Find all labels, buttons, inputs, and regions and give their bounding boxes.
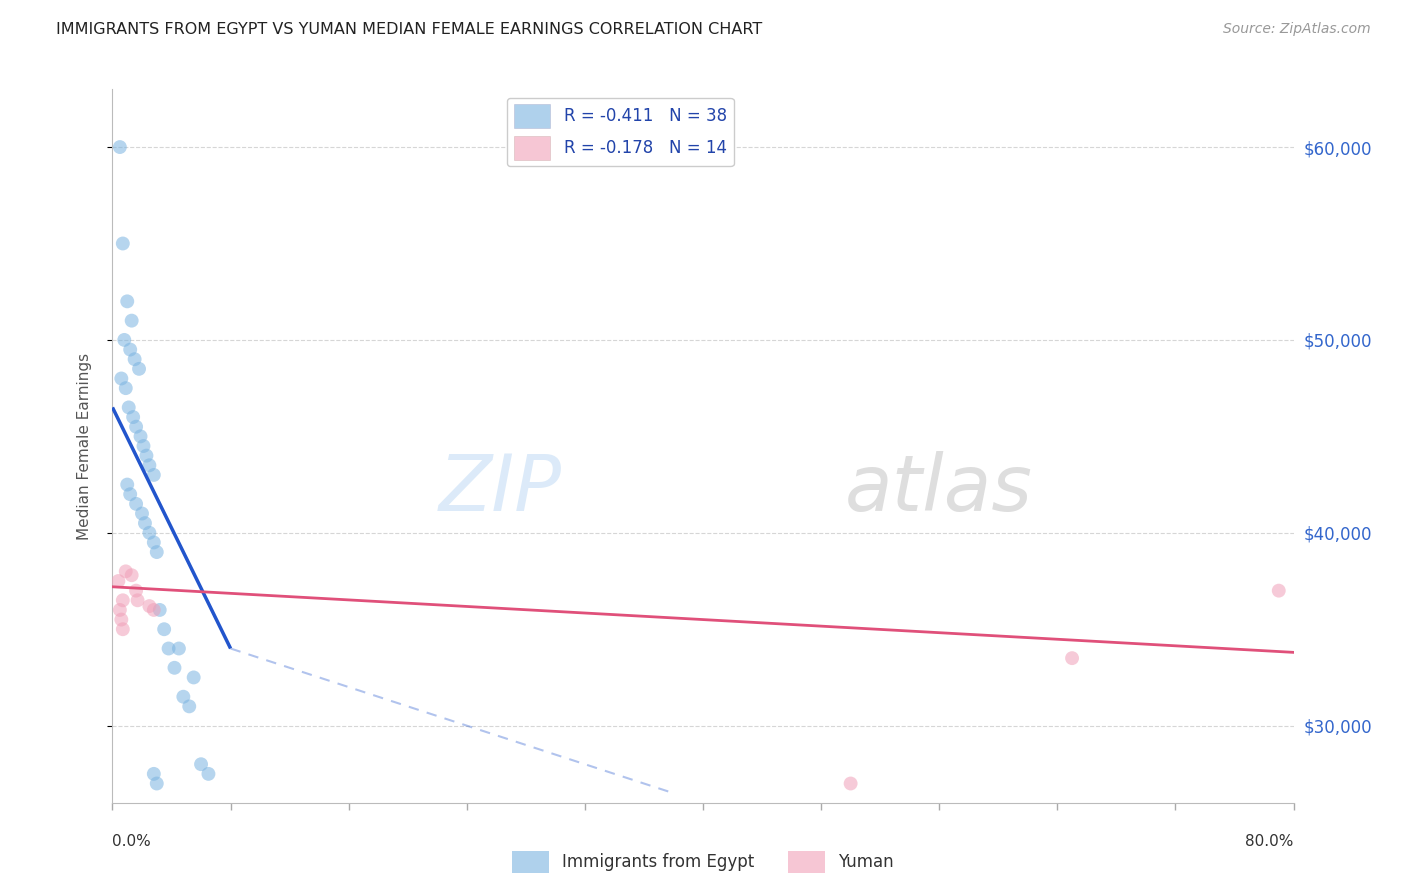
Point (183, 670, 205, 684)
Point (110, 371, 132, 385)
Point (135, 449, 157, 463)
Point (179, 699, 201, 714)
Point (839, 776, 862, 790)
Point (124, 352, 146, 367)
Point (111, 593, 134, 607)
Point (190, 757, 212, 772)
Legend: Immigrants from Egypt, Yuman: Immigrants from Egypt, Yuman (506, 845, 900, 880)
Point (127, 593, 149, 607)
Point (117, 477, 138, 491)
Text: ZIP: ZIP (439, 450, 561, 527)
Point (120, 487, 142, 501)
Text: Source: ZipAtlas.com: Source: ZipAtlas.com (1223, 22, 1371, 37)
Point (149, 603, 172, 617)
Point (163, 661, 186, 675)
Point (142, 767, 165, 781)
Point (132, 439, 155, 453)
Point (146, 545, 169, 559)
Point (114, 565, 136, 579)
Point (134, 516, 156, 530)
Point (111, 236, 134, 251)
Point (1062, 651, 1084, 665)
Point (117, 294, 138, 309)
Y-axis label: Median Female Earnings: Median Female Earnings (77, 352, 91, 540)
Point (138, 599, 160, 613)
Legend: R = -0.411   N = 38, R = -0.178   N = 14: R = -0.411 N = 38, R = -0.178 N = 14 (508, 97, 734, 167)
Point (138, 525, 160, 540)
Point (142, 467, 165, 482)
Point (121, 313, 143, 327)
Point (121, 568, 143, 582)
Point (122, 410, 145, 425)
Point (146, 776, 169, 790)
Point (114, 381, 136, 395)
Point (172, 690, 194, 704)
Point (153, 622, 176, 636)
Point (128, 362, 150, 376)
Point (167, 641, 190, 656)
Text: 0.0%: 0.0% (112, 834, 152, 849)
Point (125, 583, 148, 598)
Point (120, 343, 142, 357)
Point (138, 458, 160, 473)
Point (118, 401, 141, 415)
Text: 80.0%: 80.0% (1246, 834, 1294, 849)
Point (111, 622, 134, 636)
Point (108, 603, 131, 617)
Text: IMMIGRANTS FROM EGYPT VS YUMAN MEDIAN FEMALE EARNINGS CORRELATION CHART: IMMIGRANTS FROM EGYPT VS YUMAN MEDIAN FE… (56, 22, 762, 37)
Point (110, 613, 132, 627)
Point (107, 574, 129, 588)
Point (197, 767, 219, 781)
Point (112, 333, 135, 347)
Point (129, 429, 152, 443)
Point (157, 641, 180, 656)
Point (125, 419, 148, 434)
Text: atlas: atlas (845, 450, 1032, 527)
Point (131, 507, 153, 521)
Point (142, 535, 165, 549)
Point (125, 497, 148, 511)
Point (1268, 583, 1291, 598)
Point (108, 140, 131, 154)
Point (142, 603, 165, 617)
